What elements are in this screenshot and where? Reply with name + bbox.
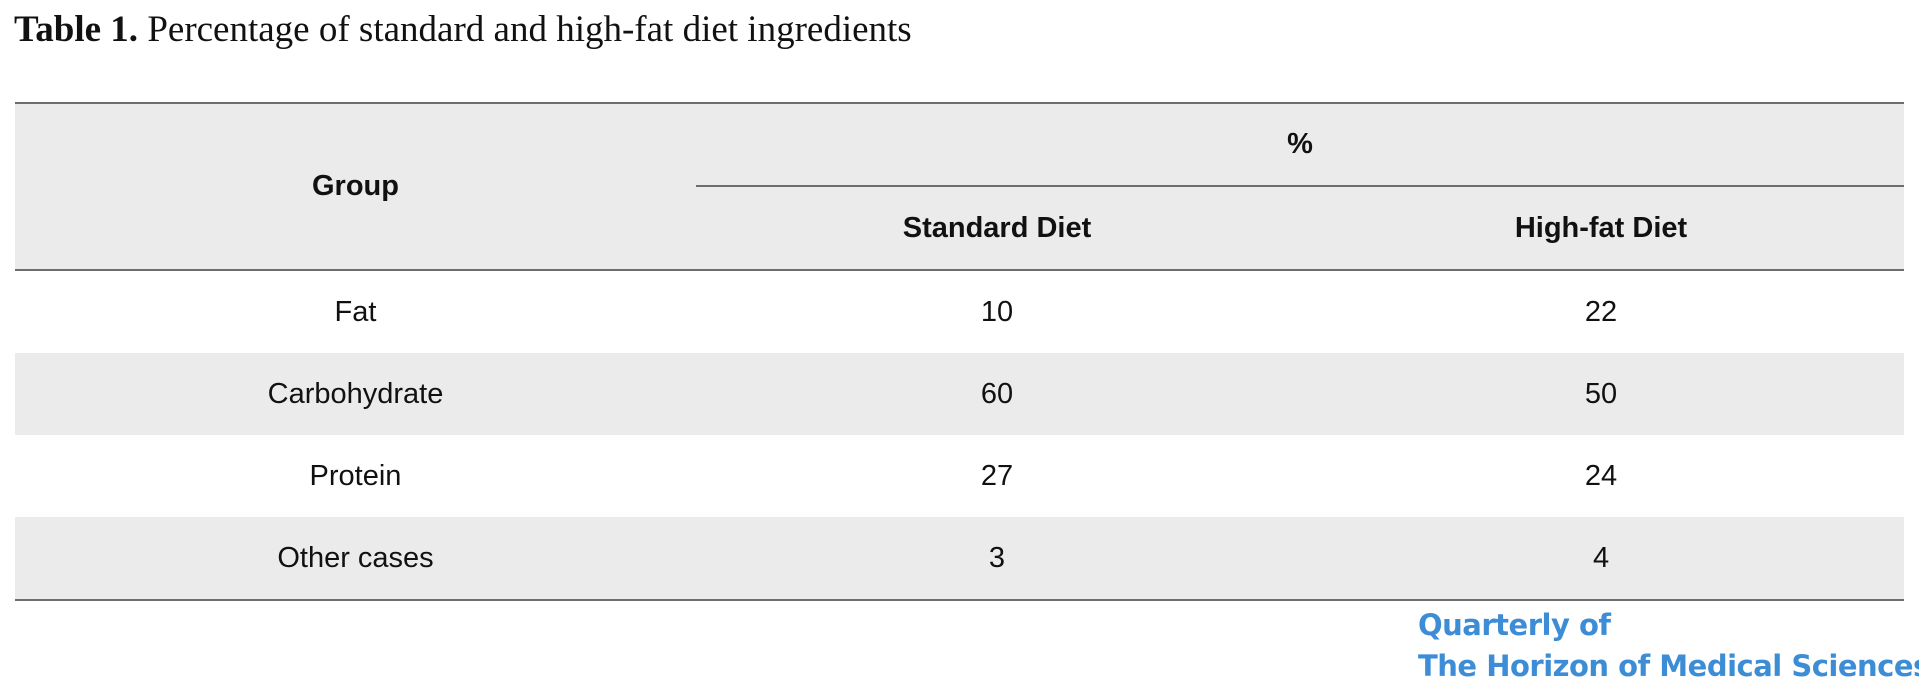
high-fat-diet-cell: 24 <box>1584 459 1618 492</box>
standard-diet-cell: 60 <box>980 377 1014 410</box>
high-fat-diet-cell: 22 <box>1584 295 1618 328</box>
table-header: Group % Standard Diet High-fat Diet <box>15 103 1905 270</box>
journal-name-line2: The Horizon of Medical Sciences <box>1418 649 1919 683</box>
journal-name-line1: Quarterly of <box>1418 608 1611 642</box>
high-fat-diet-header: High-fat Diet <box>1514 211 1688 244</box>
table-caption: Table 1. Percentage of standard and high… <box>14 8 912 51</box>
high-fat-diet-cell: 50 <box>1584 377 1618 410</box>
standard-diet-header: Standard Diet <box>902 211 1092 244</box>
table-row: Protein 27 24 <box>15 435 1904 517</box>
table-row: Other cases 3 4 <box>15 517 1905 600</box>
standard-diet-cell: 27 <box>980 459 1014 492</box>
table-body: Fat 10 22 Carbohydrate 60 50 Protein 27 … <box>15 270 1905 600</box>
table-row: Fat 10 22 <box>15 270 1904 353</box>
group-cell: Carbohydrate <box>267 377 444 410</box>
caption-label: Table 1. <box>14 9 139 50</box>
caption-text: Percentage of standard and high-fat diet… <box>147 9 912 50</box>
group-column-header: Group <box>312 170 399 202</box>
journal-logo: Quarterly of The Horizon of Medical Scie… <box>1418 605 1919 687</box>
diet-ingredients-table: Group % Standard Diet High-fat Diet Fat … <box>15 102 1905 601</box>
group-cell: Protein <box>309 459 402 492</box>
standard-diet-cell: 10 <box>980 295 1014 328</box>
percent-header: % <box>696 103 1905 187</box>
group-cell: Fat <box>334 295 377 328</box>
table-row: Carbohydrate 60 50 <box>15 353 1905 435</box>
standard-diet-cell: 3 <box>988 541 1006 574</box>
data-table-wrapper: Group % Standard Diet High-fat Diet Fat … <box>15 102 1905 601</box>
group-cell: Other cases <box>277 541 434 574</box>
high-fat-diet-cell: 4 <box>1592 541 1610 574</box>
